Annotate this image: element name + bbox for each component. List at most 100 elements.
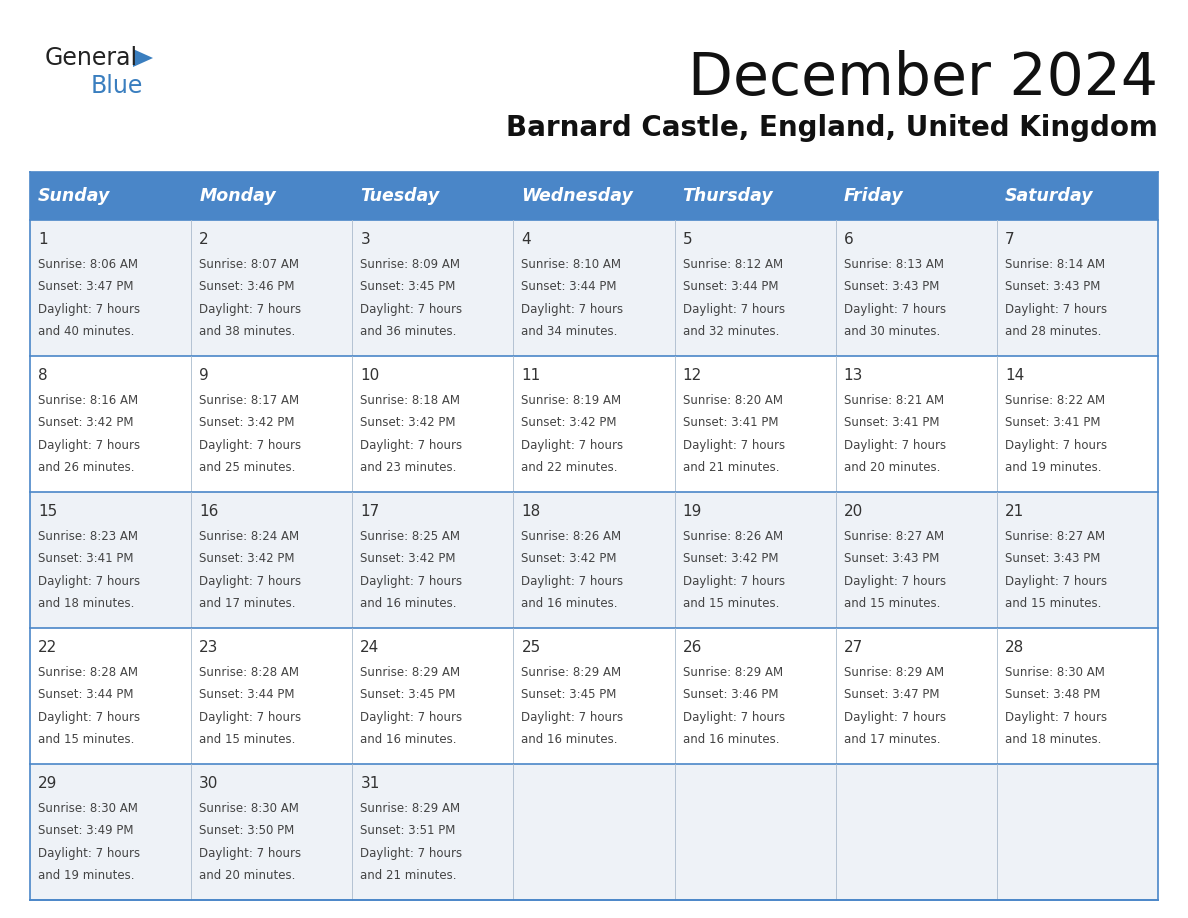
Text: Sunrise: 8:27 AM: Sunrise: 8:27 AM [843,530,944,543]
Text: Sunset: 3:44 PM: Sunset: 3:44 PM [200,688,295,701]
Text: Daylight: 7 hours: Daylight: 7 hours [200,575,302,588]
Text: Sunrise: 8:12 AM: Sunrise: 8:12 AM [683,258,783,271]
Text: Sunrise: 8:28 AM: Sunrise: 8:28 AM [200,666,299,679]
Text: Wednesday: Wednesday [522,187,633,205]
Text: 2: 2 [200,231,209,247]
Text: and 21 minutes.: and 21 minutes. [360,869,457,882]
Text: Daylight: 7 hours: Daylight: 7 hours [683,575,785,588]
Text: Sunset: 3:44 PM: Sunset: 3:44 PM [683,280,778,294]
Polygon shape [133,49,153,67]
Text: and 26 minutes.: and 26 minutes. [38,462,134,475]
Text: Daylight: 7 hours: Daylight: 7 hours [1005,575,1107,588]
Text: Daylight: 7 hours: Daylight: 7 hours [843,575,946,588]
Text: Barnard Castle, England, United Kingdom: Barnard Castle, England, United Kingdom [506,114,1158,142]
Text: 28: 28 [1005,640,1024,655]
Text: Sunset: 3:41 PM: Sunset: 3:41 PM [1005,417,1100,430]
Text: Daylight: 7 hours: Daylight: 7 hours [200,303,302,316]
Text: Daylight: 7 hours: Daylight: 7 hours [683,439,785,452]
Text: 7: 7 [1005,231,1015,247]
Text: Sunrise: 8:24 AM: Sunrise: 8:24 AM [200,530,299,543]
Text: Daylight: 7 hours: Daylight: 7 hours [1005,711,1107,724]
Text: and 32 minutes.: and 32 minutes. [683,325,779,339]
Text: Sunrise: 8:17 AM: Sunrise: 8:17 AM [200,394,299,407]
Text: Sunrise: 8:29 AM: Sunrise: 8:29 AM [843,666,944,679]
Text: Sunset: 3:42 PM: Sunset: 3:42 PM [360,417,456,430]
Text: 23: 23 [200,640,219,655]
Text: and 16 minutes.: and 16 minutes. [522,598,618,610]
Text: Sunrise: 8:21 AM: Sunrise: 8:21 AM [843,394,944,407]
Text: Daylight: 7 hours: Daylight: 7 hours [360,711,462,724]
Text: and 18 minutes.: and 18 minutes. [38,598,134,610]
Text: Sunrise: 8:13 AM: Sunrise: 8:13 AM [843,258,943,271]
Text: 22: 22 [38,640,57,655]
Bar [30,220,1158,356]
Text: 27: 27 [843,640,862,655]
Text: and 40 minutes.: and 40 minutes. [38,325,134,339]
Text: 30: 30 [200,776,219,790]
Text: Sunrise: 8:27 AM: Sunrise: 8:27 AM [1005,530,1105,543]
Text: Sunrise: 8:07 AM: Sunrise: 8:07 AM [200,258,299,271]
Text: Sunset: 3:44 PM: Sunset: 3:44 PM [522,280,617,294]
Text: Sunset: 3:42 PM: Sunset: 3:42 PM [200,417,295,430]
Bar [30,764,1158,900]
Text: Sunset: 3:46 PM: Sunset: 3:46 PM [683,688,778,701]
Text: and 16 minutes.: and 16 minutes. [683,733,779,746]
Text: 9: 9 [200,367,209,383]
Text: Sunrise: 8:25 AM: Sunrise: 8:25 AM [360,530,460,543]
Text: Daylight: 7 hours: Daylight: 7 hours [38,439,140,452]
Text: General: General [45,46,138,70]
Text: Thursday: Thursday [683,187,773,205]
Text: and 15 minutes.: and 15 minutes. [683,598,779,610]
Text: and 30 minutes.: and 30 minutes. [843,325,940,339]
Text: and 20 minutes.: and 20 minutes. [843,462,940,475]
Text: Sunrise: 8:26 AM: Sunrise: 8:26 AM [522,530,621,543]
Text: Sunrise: 8:06 AM: Sunrise: 8:06 AM [38,258,138,271]
Text: 14: 14 [1005,367,1024,383]
Text: Sunset: 3:45 PM: Sunset: 3:45 PM [360,688,456,701]
Text: Tuesday: Tuesday [360,187,440,205]
Text: Sunset: 3:44 PM: Sunset: 3:44 PM [38,688,133,701]
Text: and 19 minutes.: and 19 minutes. [38,869,134,882]
Text: 6: 6 [843,231,853,247]
Text: Sunset: 3:43 PM: Sunset: 3:43 PM [1005,280,1100,294]
Text: 25: 25 [522,640,541,655]
Text: and 17 minutes.: and 17 minutes. [843,733,940,746]
Text: Daylight: 7 hours: Daylight: 7 hours [360,847,462,860]
Bar [30,172,1158,220]
Bar [30,492,1158,628]
Text: Sunset: 3:41 PM: Sunset: 3:41 PM [683,417,778,430]
Text: Sunrise: 8:28 AM: Sunrise: 8:28 AM [38,666,138,679]
Text: and 25 minutes.: and 25 minutes. [200,462,296,475]
Text: 16: 16 [200,503,219,519]
Text: and 36 minutes.: and 36 minutes. [360,325,456,339]
Text: Sunset: 3:45 PM: Sunset: 3:45 PM [360,280,456,294]
Text: Sunrise: 8:29 AM: Sunrise: 8:29 AM [683,666,783,679]
Text: Daylight: 7 hours: Daylight: 7 hours [522,711,624,724]
Text: Sunrise: 8:09 AM: Sunrise: 8:09 AM [360,258,460,271]
Text: and 15 minutes.: and 15 minutes. [200,733,296,746]
Text: Sunrise: 8:26 AM: Sunrise: 8:26 AM [683,530,783,543]
Text: Sunrise: 8:16 AM: Sunrise: 8:16 AM [38,394,138,407]
Text: Daylight: 7 hours: Daylight: 7 hours [360,439,462,452]
Text: Sunset: 3:42 PM: Sunset: 3:42 PM [522,417,617,430]
Text: 29: 29 [38,776,57,790]
Text: Sunset: 3:43 PM: Sunset: 3:43 PM [843,280,940,294]
Text: 11: 11 [522,367,541,383]
Text: 5: 5 [683,231,693,247]
Text: Sunrise: 8:29 AM: Sunrise: 8:29 AM [360,802,461,815]
Text: Sunset: 3:49 PM: Sunset: 3:49 PM [38,824,133,837]
Text: and 38 minutes.: and 38 minutes. [200,325,296,339]
Text: 24: 24 [360,640,380,655]
Text: 31: 31 [360,776,380,790]
Text: and 15 minutes.: and 15 minutes. [38,733,134,746]
Text: Daylight: 7 hours: Daylight: 7 hours [200,439,302,452]
Text: Sunset: 3:42 PM: Sunset: 3:42 PM [522,553,617,565]
Text: Sunrise: 8:29 AM: Sunrise: 8:29 AM [360,666,461,679]
Text: 8: 8 [38,367,48,383]
Text: Sunrise: 8:22 AM: Sunrise: 8:22 AM [1005,394,1105,407]
Text: Daylight: 7 hours: Daylight: 7 hours [522,303,624,316]
Text: Sunset: 3:41 PM: Sunset: 3:41 PM [38,553,133,565]
Text: Sunset: 3:42 PM: Sunset: 3:42 PM [200,553,295,565]
Text: Sunrise: 8:19 AM: Sunrise: 8:19 AM [522,394,621,407]
Text: Sunset: 3:47 PM: Sunset: 3:47 PM [38,280,133,294]
